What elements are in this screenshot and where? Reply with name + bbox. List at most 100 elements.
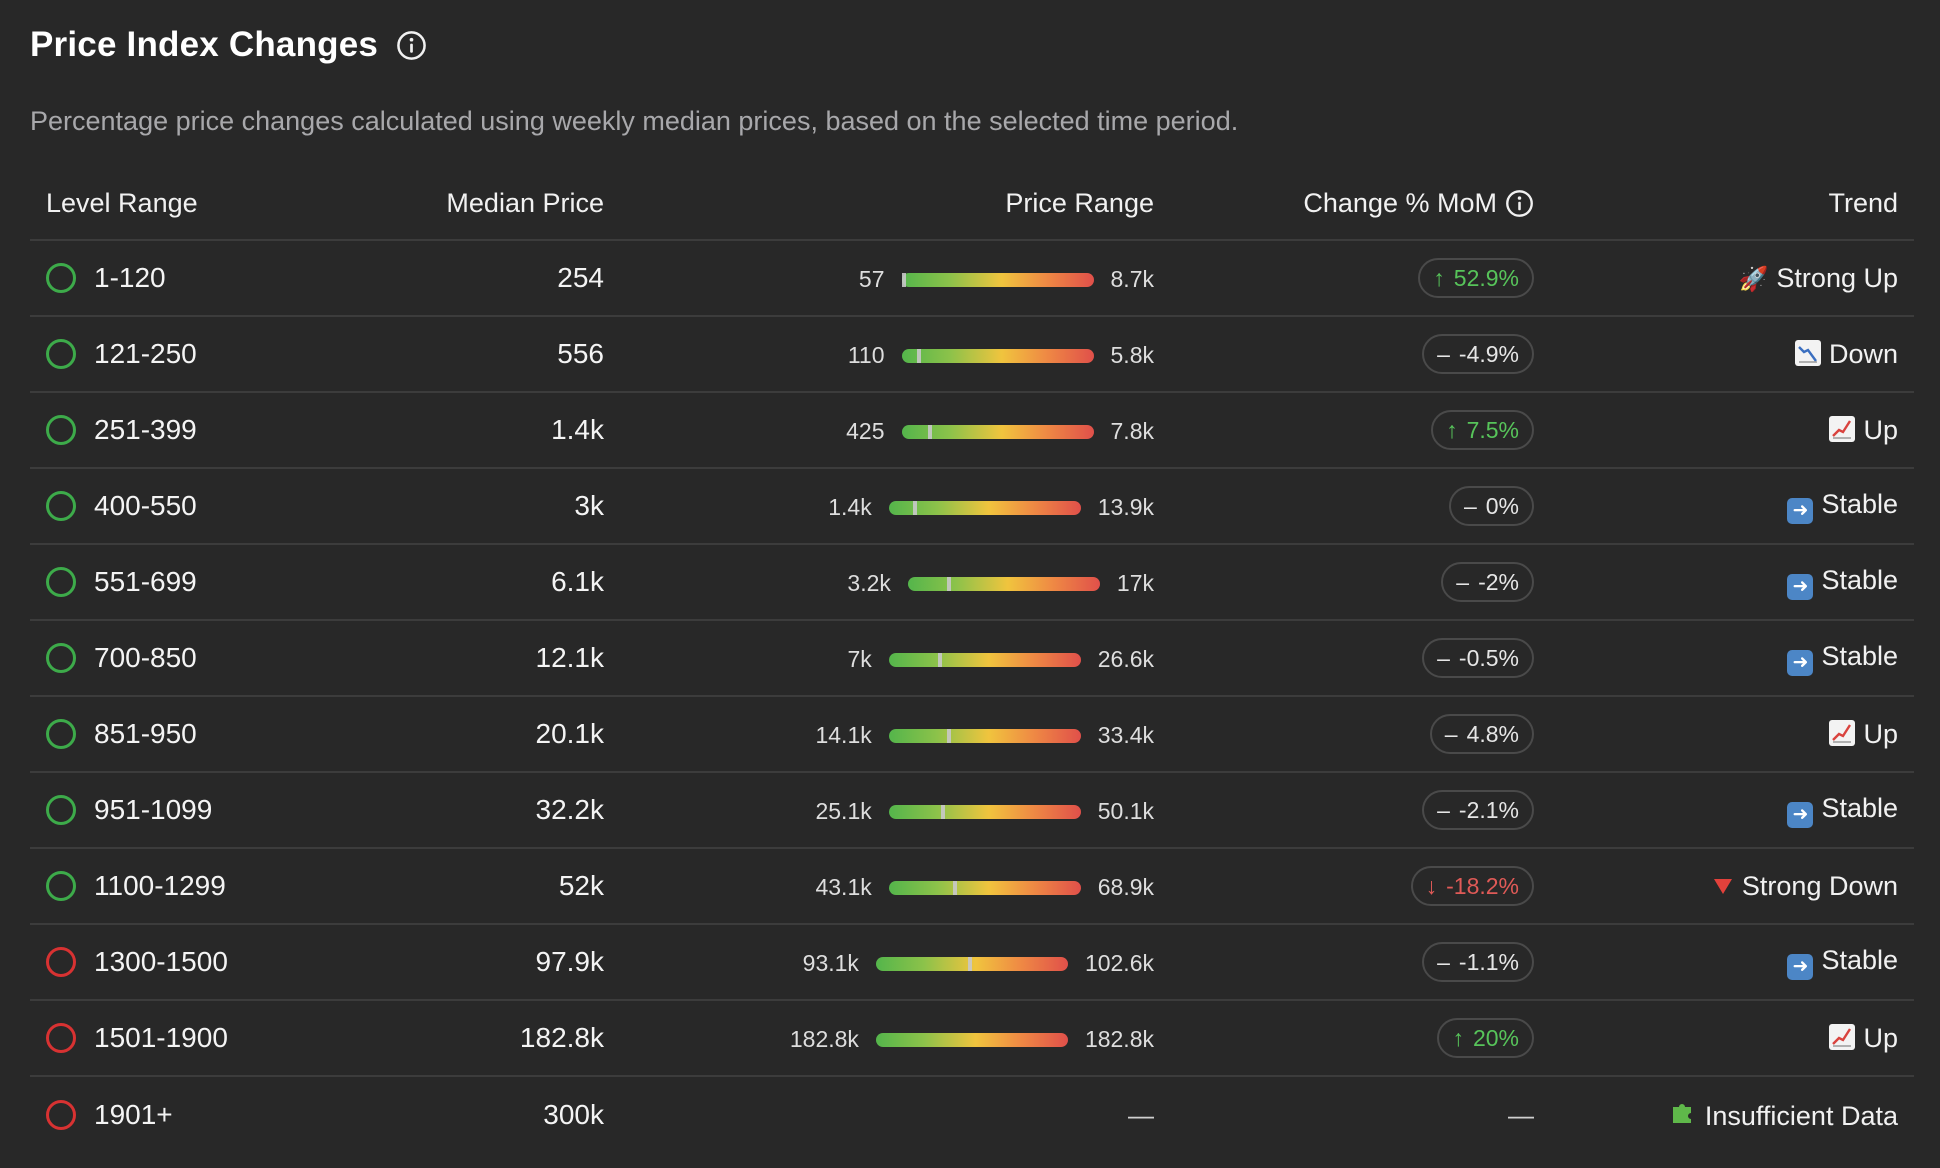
table-row[interactable]: 951-1099 32.2k 25.1k 50.1k – -2.1% ➜ Stable [30,772,1914,849]
trend: ➜ Stable [1787,793,1898,828]
median-marker [968,956,973,971]
table-row[interactable]: 1901+ 300k — — Insufficient Data [30,1076,1914,1152]
column-header-range[interactable]: Price Range [620,168,1170,241]
arrow-right-icon: ➜ [1787,498,1814,524]
table-row[interactable]: 251-399 1.4k 425 7.8k ↑ 7.5% Up [30,392,1914,469]
trend-label: Up [1863,719,1898,749]
table-row[interactable]: 851-950 20.1k 14.1k 33.4k –4.8% Up [30,696,1914,773]
change-empty: — [1508,1099,1534,1130]
chart-down-icon [1794,340,1821,366]
change-value: -4.9% [1458,340,1519,367]
price-range-low: 182.8k [789,1026,859,1052]
table-header-row: Level Range Median Price Price Range Cha… [30,168,1914,241]
change-value: -18.2% [1446,872,1519,899]
price-range: 1.4k 13.9k [828,494,1154,521]
status-circle-icon [46,947,76,977]
change-value: -0.5% [1458,644,1519,671]
trend: ➜ Stable [1787,565,1898,600]
median-marker [952,880,957,895]
price-range-high: 17k [1116,570,1154,596]
status-circle-icon [46,263,76,293]
column-header-trend[interactable]: Trend [1550,168,1914,241]
status-circle-icon [46,643,76,673]
level-range-label: 400-550 [94,490,197,521]
chart-up-icon [1829,720,1856,746]
price-range-high: 182.8k [1084,1026,1154,1052]
trend: ➜ Stable [1787,489,1898,524]
price-range-high: 26.6k [1097,646,1154,672]
table-row[interactable]: 700-850 12.1k 7k 26.6k – -0.5% ➜ Stable [30,620,1914,697]
column-header-change[interactable]: Change % MoM [1170,168,1550,241]
info-icon[interactable] [396,30,427,61]
price-range-high: 5.8k [1110,342,1154,368]
level-range: 700-850 [46,642,314,674]
column-header-median[interactable]: Median Price [330,168,620,241]
table-row[interactable]: 1501-1900 182.8k 182.8k 182.8k ↑ 20% Up [30,1000,1914,1077]
change-badge: ↑ 7.5% [1431,410,1534,450]
table-row[interactable]: 1300-1500 97.9k 93.1k 102.6k – -1.1% ➜ Stable [30,924,1914,1001]
page-title: Price Index Changes [30,25,379,64]
median-price: 52k [558,870,604,901]
price-range-low: 93.1k [802,950,859,976]
status-circle-icon [46,1099,76,1130]
trend: Up [1829,719,1898,749]
level-range: 851-950 [46,718,314,750]
status-circle-icon [46,1023,76,1053]
median-marker [947,576,952,591]
level-range-label: 551-699 [94,566,197,597]
median-marker [947,728,951,743]
level-range-label: 1-120 [94,262,166,293]
median-price: 3k [574,490,604,521]
price-range-high: 7.8k [1110,418,1154,444]
level-range: 1100-1299 [46,870,314,902]
median-price: 556 [557,338,604,369]
status-circle-icon [46,719,76,749]
median-marker [901,272,906,287]
status-circle-icon [46,871,76,901]
price-range-bar [888,652,1081,667]
trend: Up [1829,415,1898,445]
median-price: 97.9k [535,946,605,977]
median-marker [927,424,932,439]
trend: Up [1829,1023,1898,1053]
table-row[interactable]: 1100-1299 52k 43.1k 68.9k ↓ -18.2% Strong Down [30,848,1914,925]
price-range-bar [888,880,1081,895]
trend-label: Stable [1821,793,1898,823]
info-icon[interactable] [1505,189,1534,218]
median-price: 32.2k [535,794,605,825]
level-range: 121-250 [46,338,314,370]
level-range-label: 951-1099 [94,794,213,825]
price-range-bar [901,424,1094,439]
change-badge: – -1.1% [1422,942,1534,982]
price-range-low: 7k [847,646,872,672]
level-range: 1901+ [46,1099,314,1131]
level-range-label: 1100-1299 [94,870,226,901]
price-range-high: 8.7k [1110,266,1154,292]
trend: Strong Down [1712,871,1898,901]
arrow-right-icon: ➜ [1787,802,1814,828]
level-range: 251-399 [46,414,314,446]
level-range: 551-699 [46,566,314,598]
price-range-bar [888,728,1081,743]
change-badge: ↑ 20% [1437,1018,1534,1058]
level-range: 400-550 [46,490,314,522]
table-row[interactable]: 121-250 556 110 5.8k – -4.9% Down [30,316,1914,393]
price-range-bar [888,804,1081,819]
change-badge: – -4.9% [1422,334,1534,374]
table-row[interactable]: 551-699 6.1k 3.2k 17k – -2% ➜ Stable [30,544,1914,621]
change-badge: – -2.1% [1422,790,1534,830]
trend: ➜ Stable [1787,641,1898,676]
price-range-bar [875,956,1068,971]
trend-label: Up [1863,1023,1898,1053]
change-direction-icon: – [1444,720,1458,747]
table-row[interactable]: 1-120 254 57 8.7k ↑ 52.9% 🚀 Strong Up [30,240,1914,317]
median-marker [916,348,921,363]
price-range-low: 425 [846,418,885,444]
arrow-right-icon: ➜ [1787,954,1814,980]
column-header-level[interactable]: Level Range [30,168,330,241]
change-value: 52.9% [1453,264,1519,291]
change-value: -1.1% [1458,948,1519,975]
table-row[interactable]: 400-550 3k 1.4k 13.9k –0% ➜ Stable [30,468,1914,545]
price-range-high: 102.6k [1084,950,1154,976]
level-range-label: 121-250 [94,338,197,369]
